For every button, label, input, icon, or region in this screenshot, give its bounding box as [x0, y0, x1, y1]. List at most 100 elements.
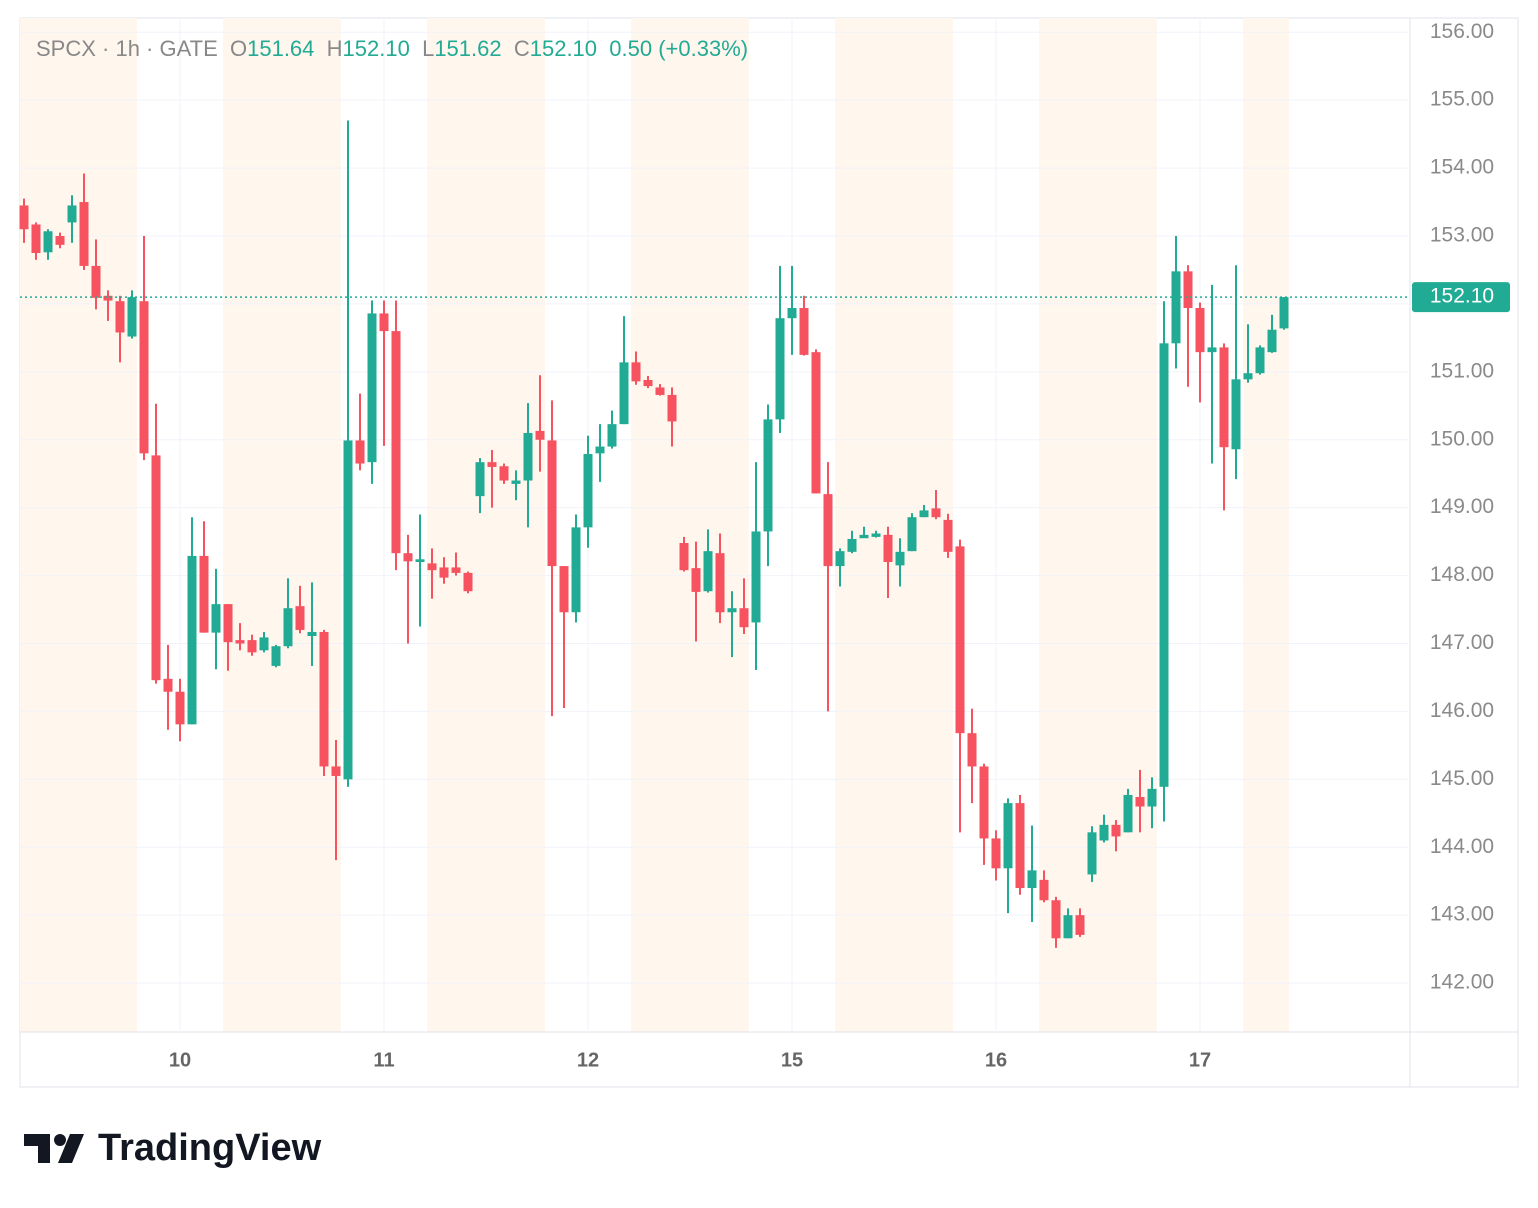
x-tick-label: 12	[577, 1049, 599, 1071]
y-tick-label: 148.00	[1430, 563, 1494, 586]
candle-body	[823, 494, 833, 567]
ohlc-key: O	[229, 36, 248, 61]
candle-body	[1255, 347, 1265, 374]
ohlc-value: 151.62	[434, 36, 502, 61]
y-tick-label: 145.00	[1430, 767, 1494, 790]
candle-body	[355, 440, 365, 464]
candle-body	[1051, 900, 1061, 939]
candle-body	[1015, 803, 1025, 889]
candle-body	[739, 608, 749, 628]
candle-body	[967, 733, 977, 767]
candle-body	[115, 301, 125, 333]
ohlc-key: H	[326, 36, 343, 61]
candle-body	[895, 551, 905, 566]
candle-body	[991, 838, 1001, 869]
candle-body	[775, 318, 785, 420]
candle-body	[1159, 343, 1169, 787]
candle-body	[715, 553, 725, 613]
candle-body	[799, 308, 809, 355]
y-tick-label: 154.00	[1430, 156, 1494, 179]
candle-body	[559, 566, 569, 613]
last-price-box	[1412, 282, 1510, 313]
candle-body	[1267, 329, 1277, 353]
logo	[24, 1134, 84, 1163]
y-tick-label: 150.00	[1430, 427, 1494, 450]
legend-header: SPCX · 1h · GATE O151.64 H152.10 L151.62…	[36, 36, 748, 62]
candle-body	[415, 559, 425, 563]
candle-body	[163, 678, 173, 692]
candle-body	[247, 640, 257, 653]
candle-body	[31, 224, 41, 253]
candle-body	[391, 331, 401, 554]
candle-body	[703, 551, 713, 592]
x-tick-label: 11	[373, 1049, 394, 1071]
candle-body	[1027, 870, 1037, 889]
candle-body	[223, 604, 233, 643]
candle-body	[583, 454, 593, 528]
candle-body	[523, 432, 533, 481]
candle-body	[679, 542, 689, 571]
candle-body	[667, 394, 677, 422]
candle-body	[1135, 797, 1145, 807]
candles	[19, 120, 1289, 948]
candle-body	[235, 640, 245, 644]
y-tick-label: 147.00	[1430, 631, 1494, 654]
y-tick-label: 146.00	[1430, 699, 1494, 722]
candle-body	[199, 555, 209, 633]
candle-body	[151, 455, 161, 681]
ohlc-key: C	[513, 36, 530, 61]
candle-body	[811, 352, 821, 494]
candle-body	[1183, 271, 1193, 309]
candle-body	[1231, 379, 1241, 450]
candle-body	[835, 551, 845, 567]
candle-body	[1039, 879, 1049, 901]
candle-body	[139, 301, 149, 454]
candle-body	[943, 519, 953, 552]
x-tick-label: 15	[781, 1049, 803, 1071]
candle-body	[1243, 373, 1253, 380]
y-tick-label: 142.00	[1430, 971, 1494, 994]
candle-body	[631, 362, 641, 382]
candle-body	[763, 419, 773, 532]
candle-body	[283, 608, 293, 647]
ohlc-value: 151.64	[247, 36, 315, 61]
y-tick-label: 149.00	[1430, 495, 1494, 518]
candle-body	[1279, 297, 1289, 329]
symbol: SPCX · 1h · GATE	[36, 36, 218, 61]
candle-body	[403, 553, 413, 562]
candle-body	[1075, 915, 1085, 935]
candle-body	[691, 568, 701, 592]
y-tick-label: 156.00	[1430, 20, 1494, 43]
y-tick-label: 153.00	[1430, 224, 1494, 247]
candle-body	[91, 265, 101, 298]
candle-body	[211, 604, 221, 633]
brand: TradingView	[98, 1127, 322, 1169]
candle-body	[907, 517, 917, 552]
candle-body	[319, 631, 329, 767]
candle-body	[259, 637, 269, 651]
candle-body	[271, 646, 281, 666]
candle-body	[1123, 794, 1133, 833]
change: 0.50 (+0.33%)	[609, 36, 749, 61]
x-tick-label: 10	[169, 1049, 191, 1071]
candle-body	[871, 533, 881, 537]
candle-body	[571, 527, 581, 613]
x-tick-label: 17	[1189, 1049, 1211, 1071]
candle-body	[619, 362, 629, 425]
y-tick-label: 144.00	[1430, 835, 1494, 858]
candle-body	[727, 608, 737, 613]
candle-body	[427, 563, 437, 571]
candle-body	[979, 766, 989, 839]
candle-body	[499, 466, 509, 481]
y-tick-label: 155.00	[1430, 88, 1494, 111]
last-price-label: 152.10	[1430, 285, 1494, 308]
candle-body	[859, 534, 869, 539]
candle-body	[19, 205, 29, 230]
candle-body	[655, 387, 665, 395]
candle-body	[439, 567, 449, 578]
candle-body	[643, 379, 653, 387]
ohlc-value: 152.10	[529, 36, 598, 61]
candle-body	[1147, 788, 1157, 807]
